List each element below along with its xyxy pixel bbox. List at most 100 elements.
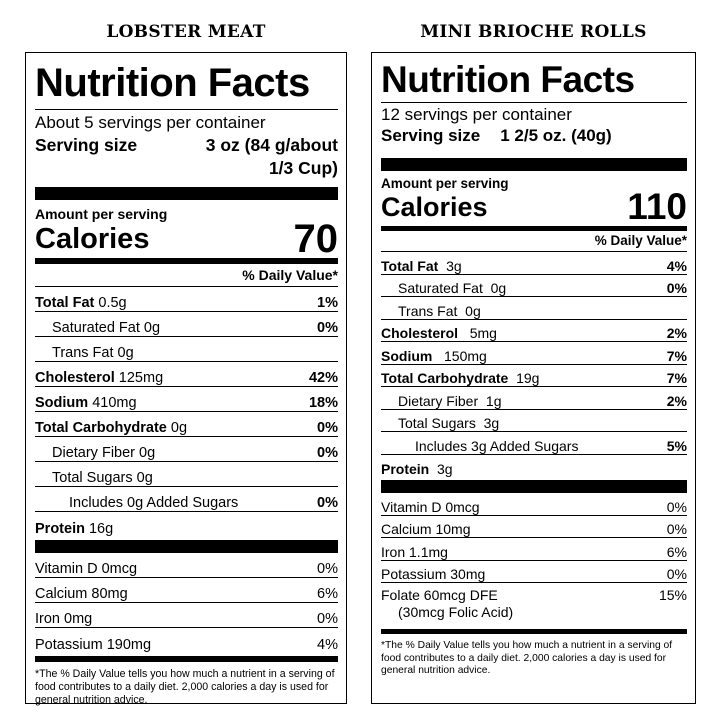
nutrient-dv: 7% <box>666 370 687 386</box>
vitamin-name: Calcium 80mg <box>35 586 128 602</box>
calories-value: 70 <box>293 217 339 261</box>
nutrient-dv: 0% <box>317 445 338 461</box>
nutrient-row: Sodium 150mg 7% <box>381 342 687 365</box>
nutrient-dv: 2% <box>666 325 687 341</box>
nutrient-dv: 4% <box>666 257 687 274</box>
nutrient-row: Trans Fat 0g <box>381 297 687 320</box>
nutrient-name: Saturated Fat <box>52 320 140 336</box>
vitamin-dv: 15% <box>658 587 687 603</box>
vitamin-name: Vitamin D 0mcg <box>381 498 480 515</box>
nutrient-row: Includes 0g Added Sugars 0% <box>35 487 338 512</box>
vitamin-name: Potassium 190mg <box>35 637 152 653</box>
vitamin-row: Calcium 80mg 6% <box>35 578 338 603</box>
nutrient-name: Includes 0g Added Sugars <box>69 495 239 511</box>
nutrient-name: Total Sugars <box>52 470 133 486</box>
nutrient-name: Includes 3g Added Sugars <box>415 437 579 454</box>
nutrient-row: Total Fat 3g 4% <box>381 252 687 275</box>
vitamin-name: Calcium 10mg <box>381 521 471 537</box>
product-title-lobster: LOBSTER MEAT <box>106 22 266 42</box>
nutrient-amount: 0g <box>139 445 156 461</box>
nutrient-amount: 0g <box>136 470 153 486</box>
nutrient-row: Dietary Fiber 1g 2% <box>381 387 687 410</box>
footnote: *The % Daily Value tells you how much a … <box>35 668 335 706</box>
divider <box>35 109 338 110</box>
vitamin-row: Folate 60mcg DFE (30mcg Folic Acid) 15% <box>381 583 687 621</box>
medium-divider <box>381 226 687 231</box>
nutrient-row: Saturated Fat 0g 0% <box>35 312 338 337</box>
calories-value: 110 <box>627 186 687 227</box>
nutrient-amount: 3g <box>483 415 500 431</box>
vitamin-list: Vitamin D 0mcg 0% Calcium 10mg 0% Iron 1… <box>381 493 687 621</box>
footnote: *The % Daily Value tells you how much a … <box>381 640 673 677</box>
thick-divider <box>381 480 687 493</box>
nutrient-row: Dietary Fiber 0g 0% <box>35 437 338 462</box>
nutrient-row: Total Carbohydrate 0g 0% <box>35 412 338 437</box>
nutrient-dv: 0% <box>317 495 338 511</box>
nutrient-dv: 0% <box>317 420 338 436</box>
nutrient-name: Protein <box>35 521 85 537</box>
nutrient-amount: 3g <box>437 461 453 477</box>
nutrient-dv: 7% <box>666 347 687 364</box>
nutrient-dv: 0% <box>317 320 338 336</box>
medium-divider <box>35 656 338 662</box>
amount-per-serving: Amount per serving <box>381 176 509 191</box>
vitamin-dv: 4% <box>317 637 338 653</box>
servings-per-container: 12 servings per container <box>381 105 572 124</box>
daily-value-header: % Daily Value* <box>381 231 687 252</box>
vitamin-row: Iron 1.1mg 6% <box>381 538 687 561</box>
nutrient-dv: 2% <box>666 392 687 409</box>
nutrient-name: Total Fat <box>35 295 95 311</box>
serving-size-label: Serving size <box>381 126 481 145</box>
nutrition-facts-heading: Nutrition Facts <box>35 61 310 105</box>
nutrient-row: Sodium 410mg 18% <box>35 387 338 412</box>
vitamin-row: Iron 0mg 0% <box>35 603 338 628</box>
vitamin-dv: 0% <box>666 521 687 537</box>
nutrition-facts-heading: Nutrition Facts <box>381 59 635 100</box>
nutrient-amount: 3g <box>446 257 462 274</box>
nutrient-amount: 150mg <box>444 347 487 364</box>
nutrient-amount: 1g <box>485 392 502 409</box>
nutrition-label-lobster: Nutrition Facts About 5 servings per con… <box>25 52 347 706</box>
vitamin-dv: 6% <box>317 586 338 602</box>
amount-per-serving: Amount per serving <box>35 206 168 222</box>
nutrient-amount: 0g <box>143 320 161 336</box>
divider <box>381 102 687 103</box>
nutrient-amount: 0.5g <box>98 295 127 311</box>
nutrient-name: Trans Fat <box>398 302 458 319</box>
vitamin-name: Potassium 30mg <box>381 566 486 582</box>
nutrient-name: Total Carbohydrate <box>35 420 167 436</box>
vitamin-row: Calcium 10mg 0% <box>381 516 687 538</box>
nutrient-dv: 5% <box>666 437 687 454</box>
nutrient-amount: 0g <box>490 280 507 296</box>
product-title-brioche: MINI BRIOCHE ROLLS <box>420 22 647 42</box>
nutrient-row: Total Sugars 0g <box>35 462 338 487</box>
thick-divider <box>35 187 338 200</box>
vitamin-dv: 0% <box>666 498 687 515</box>
nutrient-amount: 0g <box>117 345 134 361</box>
vitamin-dv: 6% <box>666 543 687 560</box>
nutrient-name: Protein <box>381 461 430 477</box>
vitamin-row: Potassium 30mg 0% <box>381 561 687 583</box>
vitamin-row: Potassium 190mg 4% <box>35 628 338 653</box>
vitamin-name-detail: (30mcg Folic Acid) <box>398 604 514 620</box>
nutrient-list: Total Fat 0.5g 1% Saturated Fat 0g 0% Tr… <box>35 287 338 537</box>
nutrient-row: Total Fat 0.5g 1% <box>35 287 338 312</box>
nutrient-list: Total Fat 3g 4% Saturated Fat 0g 0% Tran… <box>381 252 687 477</box>
nutrient-row: Saturated Fat 0g 0% <box>381 275 687 297</box>
nutrient-amount: 410mg <box>92 395 137 411</box>
nutrient-dv: 0% <box>666 280 687 296</box>
vitamin-row: Vitamin D 0mcg 0% <box>35 553 338 578</box>
vitamin-dv: 0% <box>317 611 338 627</box>
vitamin-dv: 0% <box>666 566 687 582</box>
nutrition-label-brioche: Nutrition Facts 12 servings per containe… <box>371 52 696 704</box>
nutrient-name: Sodium <box>381 347 433 364</box>
nutrient-dv: 18% <box>308 395 338 411</box>
nutrient-amount: 5mg <box>469 325 497 341</box>
nutrient-amount: 16g <box>88 521 114 537</box>
calories-label: Calories <box>381 192 488 222</box>
nutrient-name: Total Fat <box>381 257 439 274</box>
vitamin-list: Vitamin D 0mcg 0% Calcium 80mg 6% Iron 0… <box>35 553 338 653</box>
nutrient-row: Includes 3g Added Sugars 5% <box>381 432 687 455</box>
vitamin-name: Iron 1.1mg <box>381 543 448 560</box>
nutrient-row: Protein 16g <box>35 512 338 537</box>
